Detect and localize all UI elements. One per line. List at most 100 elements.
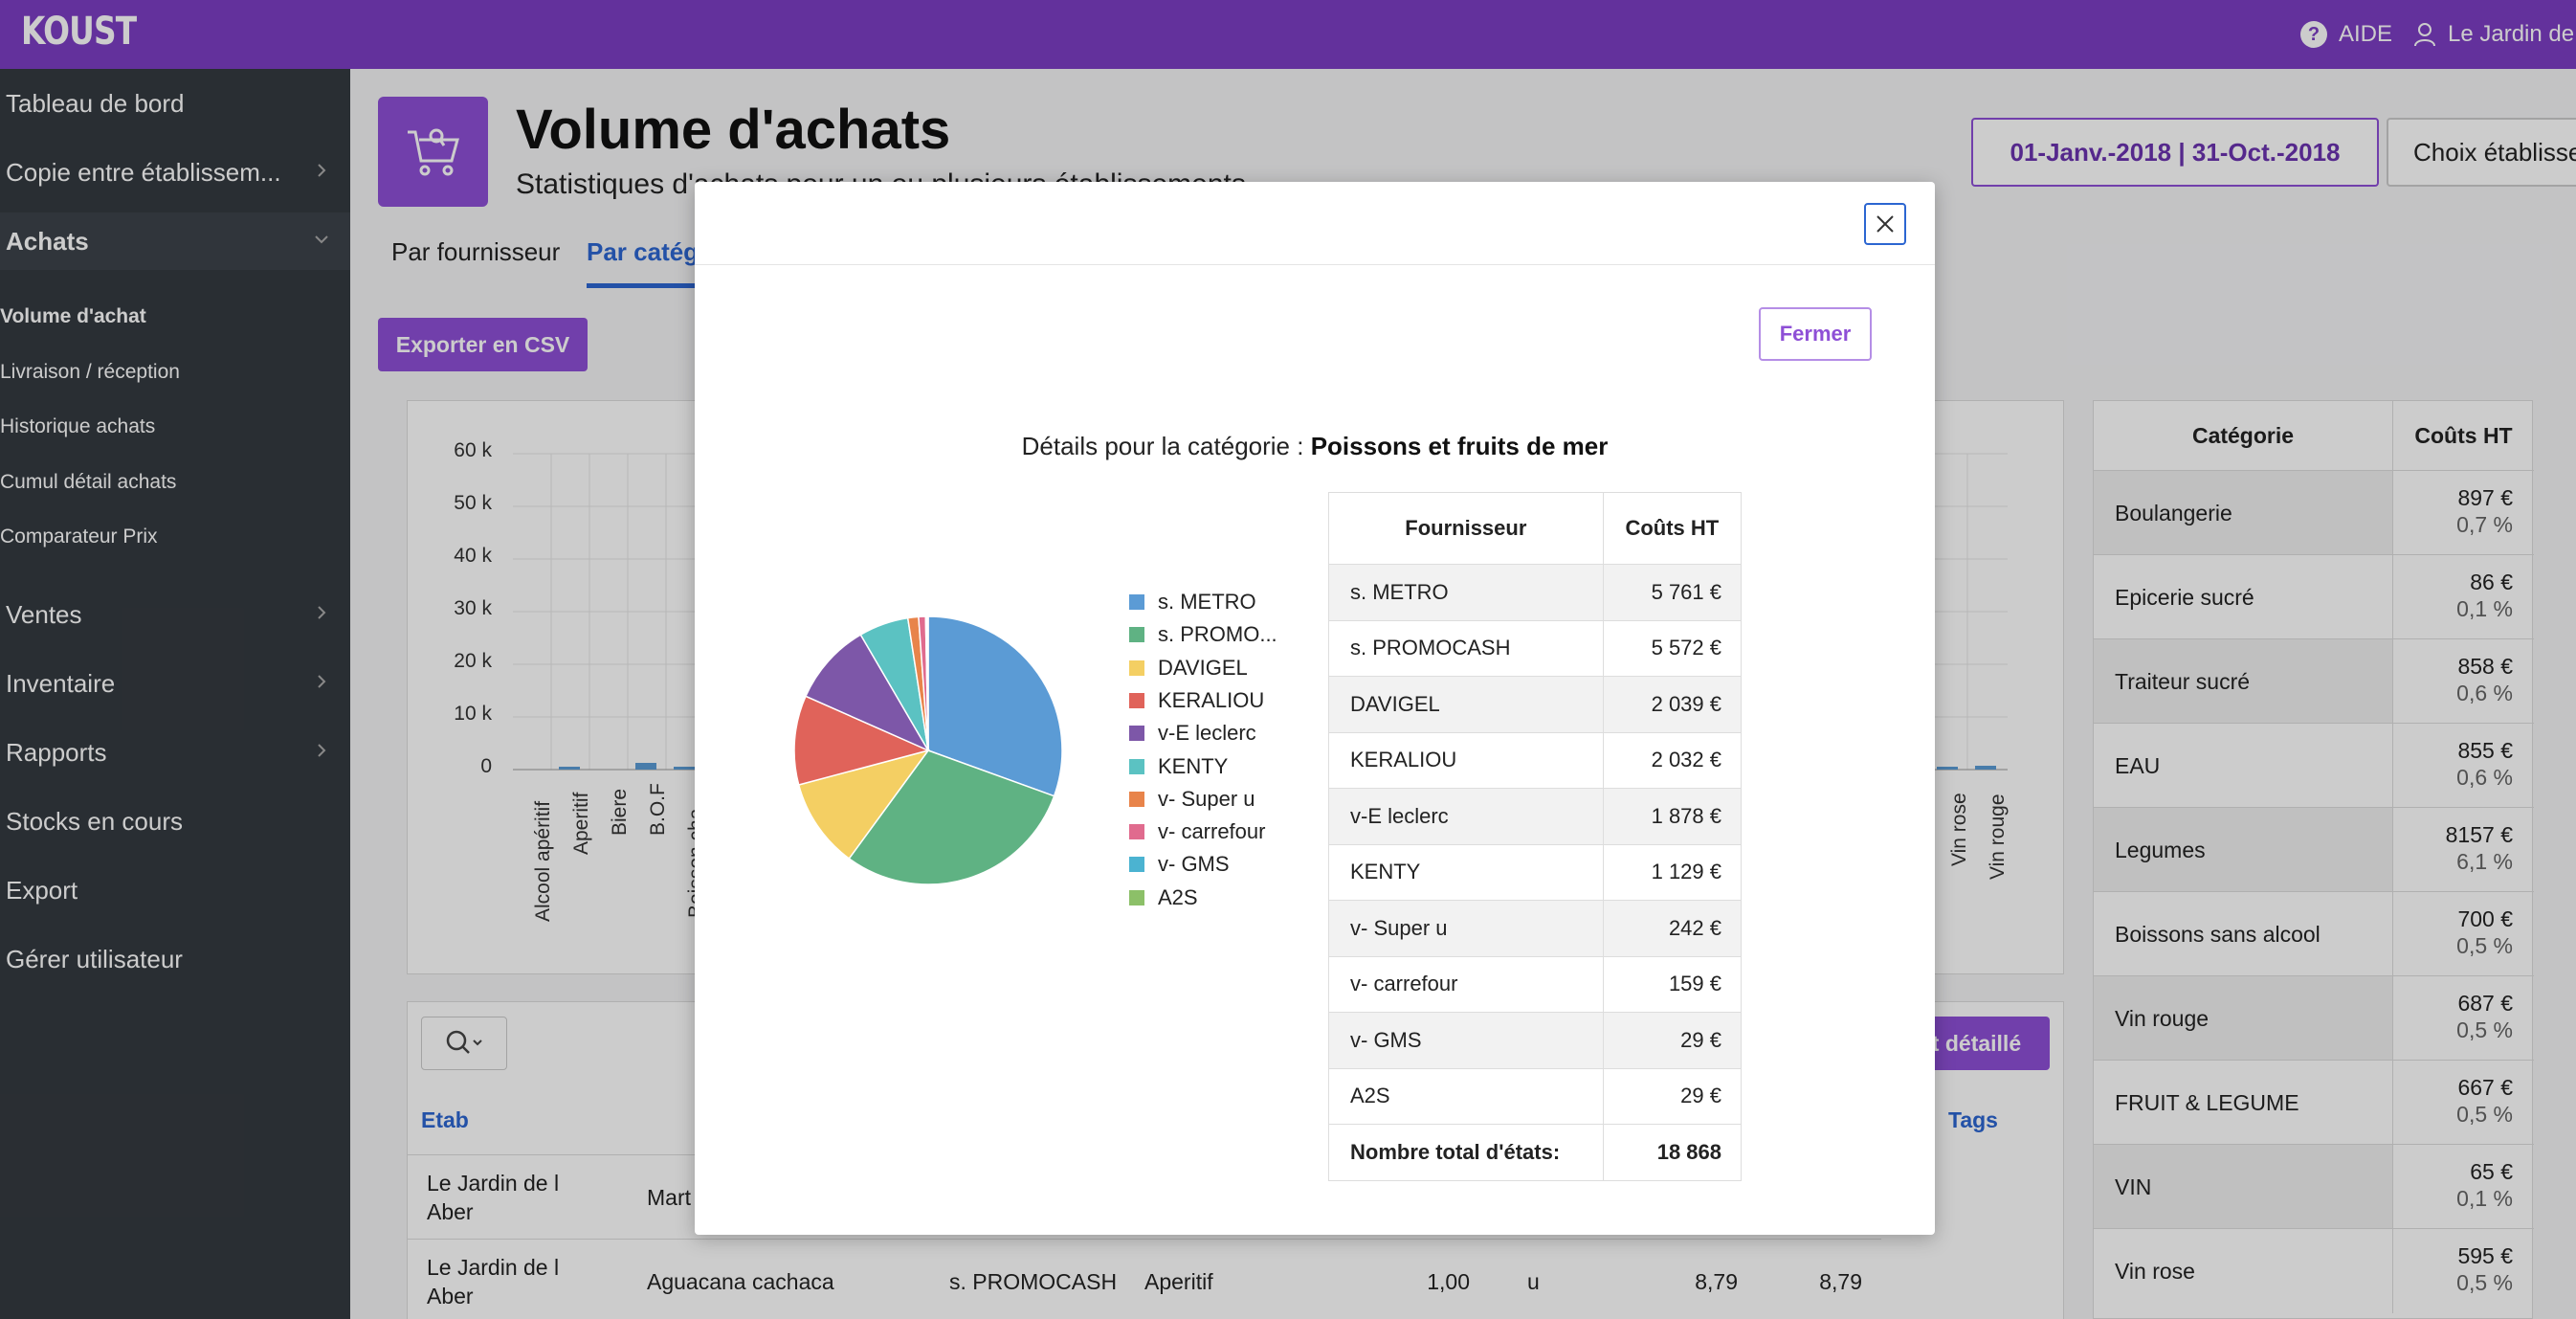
cost-percent: 6,1 % — [2456, 849, 2513, 874]
sidebar-item-export[interactable]: Export — [0, 861, 350, 919]
fermer-button[interactable]: Fermer — [1759, 307, 1872, 361]
column-header-tags[interactable]: Tags — [1948, 1107, 1998, 1132]
column-header[interactable]: Fournisseur — [1329, 493, 1604, 564]
category-name: FRUIT & LEGUME — [2115, 1089, 2299, 1115]
export-csv-button[interactable]: Exporter en CSV — [378, 318, 588, 371]
supplier-name: v- Super u — [1329, 901, 1604, 956]
table-row[interactable]: v- GMS 29 € — [1329, 1012, 1741, 1068]
legend-item[interactable]: KENTY — [1129, 750, 1228, 783]
table-row[interactable]: FRUIT & LEGUME 667 €0,5 % — [2094, 1060, 2534, 1145]
pie-slice[interactable] — [925, 615, 929, 751]
chevron-right-icon — [318, 164, 326, 177]
search-icon — [446, 1030, 482, 1054]
table-row[interactable]: Vin rouge 687 €0,5 % — [2094, 975, 2534, 1061]
legend-item[interactable]: s. METRO — [1129, 586, 1256, 618]
sidebar-item-gerer-utilisateur[interactable]: Gérer utilisateur — [0, 930, 350, 988]
table-row[interactable]: Traiteur sucré 858 €0,6 % — [2094, 638, 2534, 724]
table-row[interactable]: v- Super u 242 € — [1329, 900, 1741, 956]
legend-item[interactable]: KERALIOU — [1129, 684, 1264, 717]
tab-par-categorie[interactable]: Par catég — [587, 237, 700, 266]
table-row[interactable]: A2S 29 € — [1329, 1067, 1741, 1124]
user-icon — [2414, 23, 2435, 47]
sidebar-subitem-volume-achat[interactable]: Volume d'achat — [0, 293, 350, 341]
table-row[interactable]: KENTY 1 129 € — [1329, 843, 1741, 900]
date-range-button[interactable]: 01-Janv.-2018 | 31-Oct.-2018 — [1971, 118, 2379, 187]
sidebar-subitem-historique[interactable]: Historique achats — [0, 403, 350, 451]
sidebar-item-copie[interactable]: Copie entre établissem... — [0, 144, 350, 201]
legend-label: v- carrefour — [1158, 819, 1266, 844]
table-row[interactable]: Epicerie sucré 86 €0,1 % — [2094, 554, 2534, 639]
sidebar-item-achats[interactable]: Achats — [0, 212, 350, 270]
table-row[interactable]: VIN 65 €0,1 % — [2094, 1144, 2534, 1229]
y-tick: 0 — [480, 755, 492, 777]
sidebar-subitem-label: Volume d'achat — [0, 305, 146, 327]
tab-par-fournisseur[interactable]: Par fournisseur — [391, 237, 561, 266]
search-toggle[interactable] — [421, 1017, 507, 1070]
y-tick: 10 k — [454, 703, 492, 725]
sidebar-item-inventaire[interactable]: Inventaire — [0, 655, 350, 712]
app-logo[interactable]: KOUST — [21, 10, 137, 54]
table-row[interactable]: s. PROMOCASH 5 572 € — [1329, 619, 1741, 676]
supplier-cost: 1 129 € — [1651, 860, 1721, 884]
legend-item[interactable]: v- carrefour — [1129, 816, 1265, 848]
sidebar-item-label: Stocks en cours — [6, 806, 183, 836]
user-menu[interactable]: Le Jardin de — [2413, 13, 2574, 56]
cell-categorie: Aperitif — [1144, 1269, 1213, 1294]
table-row[interactable]: v-E leclerc 1 878 € — [1329, 788, 1741, 844]
table-row[interactable]: Vin rose 595 €0,5 % — [2094, 1228, 2534, 1313]
help-link[interactable]: ? AIDE — [2300, 13, 2392, 56]
sidebar-subitem-livraison[interactable]: Livraison / réception — [0, 348, 350, 396]
sidebar-item-label: Ventes — [6, 599, 82, 629]
cell-bg — [2094, 639, 2392, 724]
table-row[interactable]: DAVIGEL 2 039 € — [1329, 676, 1741, 732]
choose-etab-button[interactable]: Choix établisse — [2387, 118, 2576, 187]
column-header[interactable]: Catégorie — [2191, 422, 2295, 448]
supplier-name: A2S — [1329, 1068, 1604, 1124]
legend-item[interactable]: s. PROMO... — [1129, 618, 1277, 651]
sidebar-item-rapports[interactable]: Rapports — [0, 724, 350, 781]
table-row[interactable]: Boulangerie 897 €0,7 % — [2094, 470, 2534, 555]
y-tick: 60 k — [454, 439, 492, 461]
cell-bg — [2094, 471, 2392, 555]
sidebar-item-tableau-de-bord[interactable]: Tableau de bord — [0, 75, 350, 132]
column-header-etab[interactable]: Etab — [421, 1107, 469, 1132]
legend-item[interactable]: A2S — [1129, 882, 1198, 914]
cost-value: 855 € — [2457, 738, 2513, 763]
legend-item[interactable]: DAVIGEL — [1129, 652, 1248, 684]
sidebar: Tableau de bord Copie entre établissem..… — [0, 69, 350, 1319]
legend-label: A2S — [1158, 884, 1198, 909]
pie-slice[interactable] — [797, 749, 930, 861]
table-row[interactable]: EAU 855 €0,6 % — [2094, 723, 2534, 808]
column-header[interactable]: Coûts HT — [1625, 516, 1720, 540]
cost-percent: 0,1 % — [2456, 596, 2513, 621]
table-row[interactable]: Legumes 8157 €6,1 % — [2094, 807, 2534, 892]
cost-value: 8157 € — [2445, 822, 2513, 847]
table-row[interactable]: v- carrefour 159 € — [1329, 955, 1741, 1012]
table-row[interactable]: KERALIOU 2 032 € — [1329, 731, 1741, 788]
supplier-name: v-E leclerc — [1329, 789, 1604, 844]
cell-etab: Le Jardin de l Aber — [427, 1255, 560, 1308]
table-row[interactable]: Le Jardin de l Aber Mart — [408, 1154, 1881, 1239]
supplier-name: KENTY — [1329, 844, 1604, 900]
chevron-right-icon — [318, 744, 326, 757]
legend-item[interactable]: v-E leclerc — [1129, 717, 1256, 749]
table-row[interactable]: Le Jardin de l Aber Aguacana cachaca s. PR… — [408, 1239, 1881, 1319]
page-title: Volume d'achats — [516, 99, 951, 161]
table-row[interactable]: Boissons sans alcool 700 €0,5 % — [2094, 891, 2534, 976]
sidebar-item-stocks[interactable]: Stocks en cours — [0, 793, 350, 850]
legend-item[interactable]: v- Super u — [1129, 783, 1255, 816]
sidebar-item-ventes[interactable]: Ventes — [0, 586, 350, 643]
pie-slice[interactable] — [793, 695, 931, 786]
pie-slice[interactable] — [848, 749, 1055, 885]
modal-heading: Détails pour la catégorie : Poissons et … — [695, 432, 1935, 461]
table-row[interactable]: s. METRO 5 761 € — [1329, 564, 1741, 620]
pie-slice[interactable] — [804, 634, 930, 752]
sidebar-subitem-cumul[interactable]: Cumul détail achats — [0, 458, 350, 506]
cell-bg — [2094, 555, 2392, 639]
legend-item[interactable]: v- GMS — [1129, 848, 1230, 881]
column-header[interactable]: Coûts HT — [2392, 401, 2534, 470]
chevron-right-icon — [318, 606, 326, 619]
pie-slice[interactable] — [927, 615, 1063, 797]
close-icon-button[interactable] — [1864, 203, 1906, 245]
sidebar-subitem-comparateur[interactable]: Comparateur Prix — [0, 513, 350, 561]
